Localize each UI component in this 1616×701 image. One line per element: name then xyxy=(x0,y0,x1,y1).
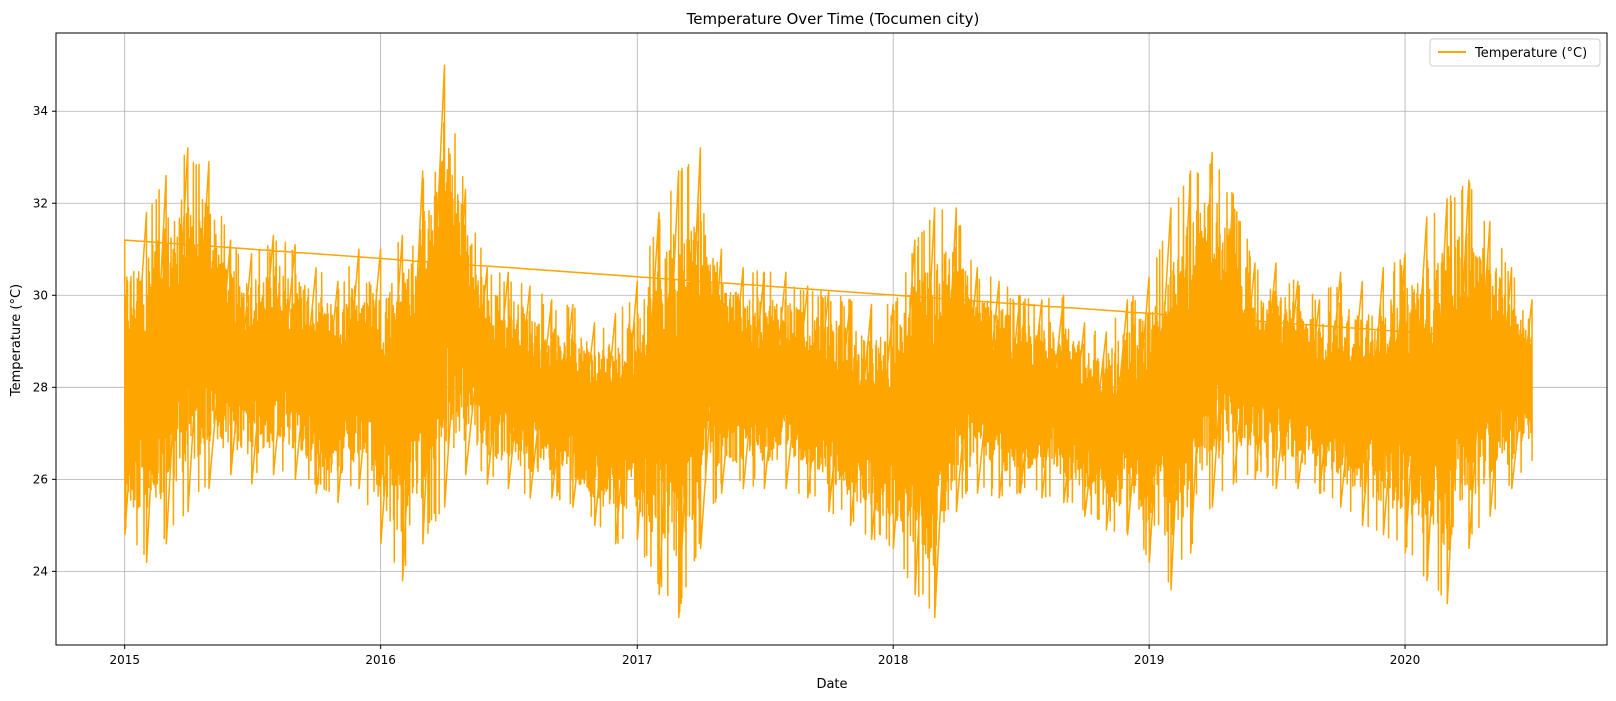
y-tick-label: 34 xyxy=(33,104,48,118)
legend: Temperature (°C) xyxy=(1429,38,1601,67)
x-tick-label: 2018 xyxy=(878,653,909,667)
x-axis-label: Date xyxy=(816,677,847,692)
y-tick-label: 28 xyxy=(33,380,48,394)
y-tick-label: 24 xyxy=(33,564,48,578)
temperature-series xyxy=(123,64,1533,619)
x-tick-label: 2016 xyxy=(365,653,396,667)
x-axis-ticks: 2015 2016 2017 2018 2019 2020 xyxy=(109,645,1420,667)
y-tick-label: 32 xyxy=(33,196,48,210)
chart-title: Temperature Over Time (Tocumen city) xyxy=(686,10,980,28)
x-tick-label: 2017 xyxy=(622,653,653,667)
x-tick-label: 2020 xyxy=(1390,653,1421,667)
legend-label: Temperature (°C) xyxy=(1474,46,1587,61)
plot-frame xyxy=(55,32,1608,646)
x-tick-label: 2019 xyxy=(1134,653,1165,667)
x-tick-label: 2015 xyxy=(109,653,140,667)
y-tick-label: 30 xyxy=(33,288,48,302)
y-axis-ticks: 24 26 28 30 32 34 xyxy=(33,104,56,578)
legend-box xyxy=(1429,38,1601,67)
y-axis-label: Temperature (°C) xyxy=(9,284,24,397)
y-tick-label: 26 xyxy=(33,472,48,486)
temperature-line xyxy=(123,64,1533,619)
